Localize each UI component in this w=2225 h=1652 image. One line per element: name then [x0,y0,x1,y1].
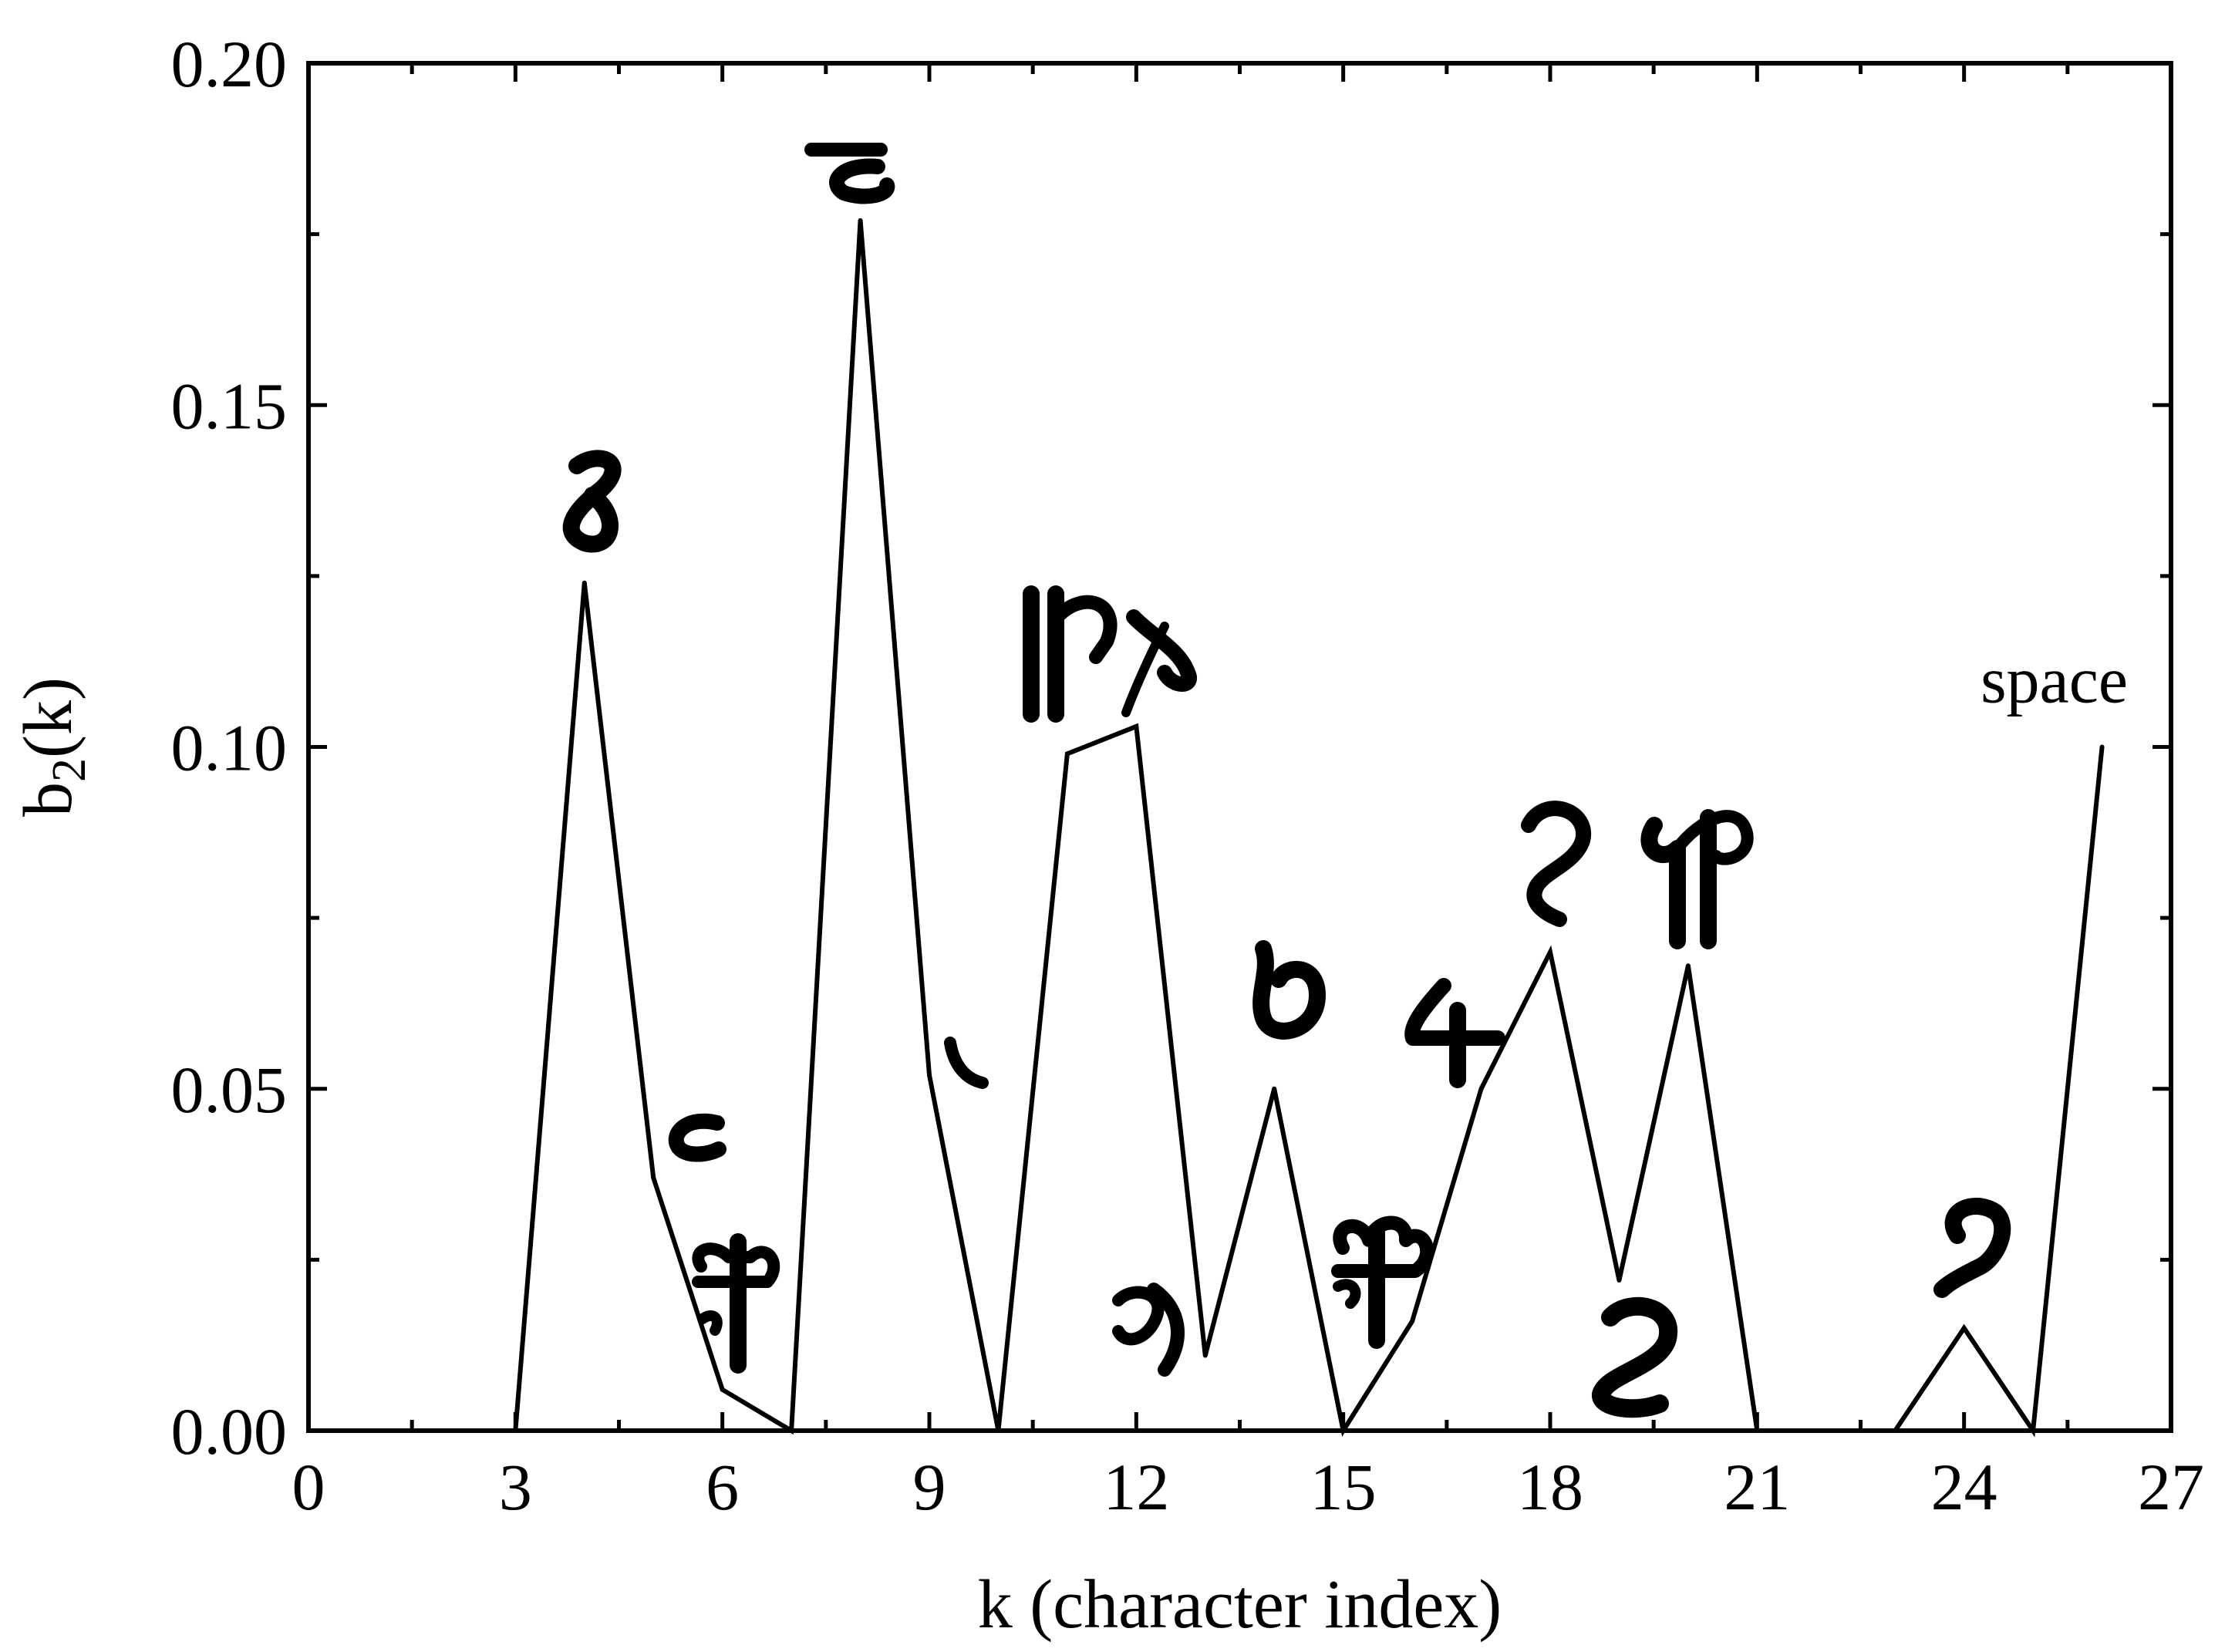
glyph-label-k24 [1933,1197,2011,1298]
glyph-label-k14 [1252,940,1326,1040]
y-tick-label: 0.00 [171,1394,288,1468]
y-tick-label: 0.05 [171,1053,288,1127]
glyph-label-k4 [562,450,622,553]
x-tick-label: 21 [1724,1450,1790,1524]
data-point [1064,751,1070,757]
tick-labels-layer: 0 3 6 9 12 15 18 21 24 27 0.00 0.05 0.10 0.15 0.20 [171,27,2205,1524]
data-point [582,580,587,585]
x-tick-label: 9 [913,1450,946,1524]
y-tick-label: 0.20 [171,27,288,101]
x-tick-label: 3 [499,1450,532,1524]
x-tick-label: 18 [1517,1450,1583,1524]
data-point [1410,1319,1415,1324]
x-tick-label: 0 [292,1450,325,1524]
data-point [2099,744,2105,750]
x-tick-label: 6 [706,1450,739,1524]
space-annotation: space [1981,643,2128,717]
glyph-label-k9 [944,1037,989,1089]
data-point [927,1073,932,1078]
x-tick-label: 12 [1103,1450,1169,1524]
x-tick-label: 24 [1931,1450,1997,1524]
data-point [1134,723,1139,729]
x-tick-label: 27 [2138,1450,2204,1524]
x-axis-label: k (character index) [978,1566,1502,1643]
glyph-label-k17 [1404,978,1505,1088]
glyph-label-k13 [1112,1283,1185,1377]
y-tick-label: 0.10 [171,711,288,785]
data-point [1202,1353,1208,1358]
glyph-labels [562,143,2011,1418]
y-tick-label: 0.15 [171,369,288,443]
glyph-label-k19 [1592,1296,1678,1418]
y-axis-label-sub: 2 [43,758,96,782]
y-axis-label-tail: (k) [10,677,86,758]
data-point [1616,1277,1622,1283]
y-axis-label: b2(k) [10,677,96,817]
glyph-label-k6 [692,1233,780,1374]
data-point [1685,963,1691,969]
data-point [1548,949,1552,955]
y-axis-label-main: b [10,782,86,817]
glyph-label-k18 [1521,801,1592,927]
plot-frame [306,61,2173,1433]
data-point [1478,1086,1484,1091]
glyph-label-k5 [668,1113,726,1162]
glyph-label-k11 [1023,585,1118,723]
glyph-label-k20 [1640,809,1754,949]
glyph-label-k12 [1121,609,1197,717]
data-point [720,1387,725,1392]
data-point [1272,1086,1277,1091]
data-point [858,217,863,223]
data-point [651,1175,656,1180]
data-point [1961,1326,1967,1331]
glyph-label-k15 [1331,1215,1434,1349]
x-tick-label: 15 [1310,1450,1377,1524]
glyph-label-k8 [804,143,895,204]
